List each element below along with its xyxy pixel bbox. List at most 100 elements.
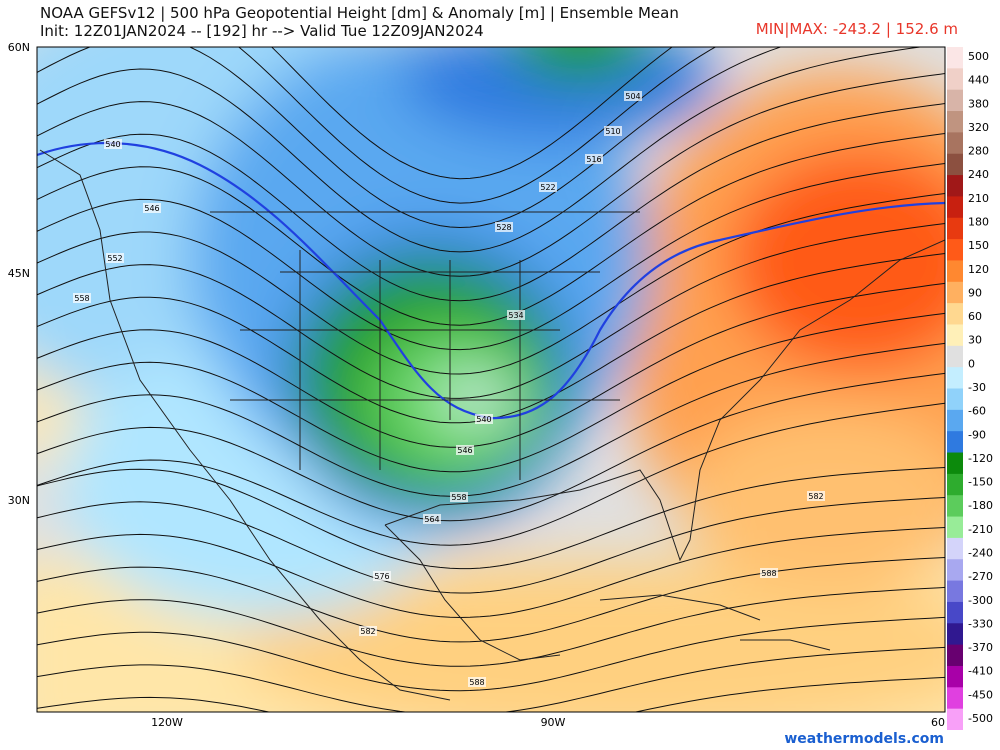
contour-label: 576: [374, 572, 389, 581]
contour-line: [37, 372, 945, 522]
contour-line: [37, 222, 945, 399]
colorbar-swatch: [947, 367, 963, 389]
lon-label: 60: [931, 716, 945, 729]
contour-label: 528: [496, 223, 511, 232]
colorbar-swatch: [947, 196, 963, 219]
colorbar-swatch: [947, 516, 963, 539]
contour-label: 540: [105, 140, 120, 149]
contour-label: 582: [808, 492, 823, 501]
colorbar-label: 380: [968, 97, 989, 110]
lat-label: 30N: [8, 494, 30, 507]
contour-label-bg: [807, 491, 825, 501]
colorbar-label: 240: [968, 168, 989, 181]
contour-label-bg: [539, 182, 557, 192]
contour-label-bg: [585, 154, 603, 164]
contour-line: [37, 616, 945, 692]
colorbar-swatch: [947, 559, 963, 582]
contour-label-bg: [359, 626, 377, 636]
contour-line: [37, 102, 945, 302]
colorbar-swatch: [947, 644, 963, 667]
colorbar-swatch: [947, 260, 963, 283]
colorbar-swatch: [947, 452, 963, 475]
contour-label: 516: [586, 155, 601, 164]
colorbar-label: -60: [968, 405, 986, 418]
colorbar-swatch: [947, 132, 963, 155]
map: 60N 45N 30N 120W 90W 60 540 546 552 558 504 510 516 5…: [8, 41, 993, 730]
colorbar-label: 320: [968, 121, 989, 134]
colorbar-label: 440: [968, 74, 989, 87]
contour-label: 534: [508, 311, 523, 320]
colorbar-swatch: [947, 175, 963, 197]
contour-label-bg: [73, 293, 91, 303]
colorbar-swatch: [947, 153, 963, 176]
contour-label: 564: [424, 515, 439, 524]
colorbar-swatch: [947, 665, 963, 688]
contour-label: 504: [625, 92, 640, 101]
contour-line: [37, 192, 945, 375]
lon-label: 120W: [151, 716, 183, 729]
lon-label: 90W: [541, 716, 566, 729]
contour-label-bg: [104, 139, 122, 149]
contour-line: [37, 73, 945, 277]
colorbar: 500 440 380 320 280 240 210 180 150 120 90 60 30 0 -30…: [947, 47, 993, 730]
labels: 60N 45N 30N 120W 90W 60 540 546 552 558 504 510 516 5…: [8, 41, 945, 729]
colorbar-label: -30: [968, 381, 986, 394]
anomaly-field: [37, 47, 945, 712]
subtitle: Init: 12Z01JAN2024 -- [192] hr --> Valid…: [40, 22, 484, 40]
colorbar-label: 30: [968, 334, 982, 347]
contour-label-bg: [760, 568, 778, 578]
colorbar-label: -150: [968, 476, 993, 489]
contour-line: [37, 47, 924, 253]
colorbar-swatch: [947, 537, 963, 560]
colorbar-label: -450: [968, 688, 993, 701]
colorbar-label: 150: [968, 239, 989, 252]
contour-line: [37, 526, 945, 619]
colorbar-label: 280: [968, 145, 989, 158]
colorbar-swatch: [947, 580, 963, 603]
colorbar-swatch: [947, 708, 963, 730]
colorbar-swatch: [947, 281, 963, 304]
map-frame: [36, 46, 946, 713]
contour-label-bg: [468, 677, 486, 687]
contour-line: [271, 47, 673, 180]
contour-label-bg: [475, 414, 493, 424]
contour-label: 582: [360, 627, 375, 636]
colorbar-label: 90: [968, 286, 982, 299]
contour-label-bg: [507, 310, 525, 320]
colorbar-label: 0: [968, 357, 975, 370]
contour-label-bg: [450, 492, 468, 502]
contour-label-bg: [373, 571, 391, 581]
colorbar-label: -90: [968, 428, 986, 441]
colorbar-swatch: [947, 687, 963, 710]
contour-label-bg: [456, 445, 474, 455]
colorbar-label: 210: [968, 192, 989, 205]
contour-line: [37, 342, 945, 497]
colorbar-swatch: [947, 495, 963, 518]
contour-label: 540: [476, 415, 491, 424]
height-contours: [37, 47, 945, 712]
colorbar-swatch: [947, 239, 963, 261]
lat-label: 60N: [8, 41, 30, 54]
contour-label: 588: [469, 678, 484, 687]
contour-line: [37, 312, 945, 473]
contour-line: [37, 586, 945, 667]
contour-label-bg: [624, 91, 642, 101]
colorbar-swatch: [947, 409, 963, 432]
contour-label: 558: [74, 294, 89, 303]
colorbar-label: -300: [968, 594, 993, 607]
contour-label: 588: [761, 569, 776, 578]
contour-line: [37, 496, 945, 594]
colorbar-swatch: [947, 601, 963, 624]
colorbar-swatch: [947, 89, 963, 112]
contour-label-bg: [604, 126, 622, 136]
colorbar-label: -180: [968, 499, 993, 512]
contour-line: [237, 47, 717, 204]
colorbar-swatch: [947, 303, 963, 325]
contour-line: [37, 402, 945, 546]
colorbar-swatch: [947, 47, 963, 69]
map-area: [37, 47, 945, 712]
coastlines: [39, 149, 945, 701]
contour-label: 552: [107, 254, 122, 263]
contour-line: [37, 162, 945, 351]
